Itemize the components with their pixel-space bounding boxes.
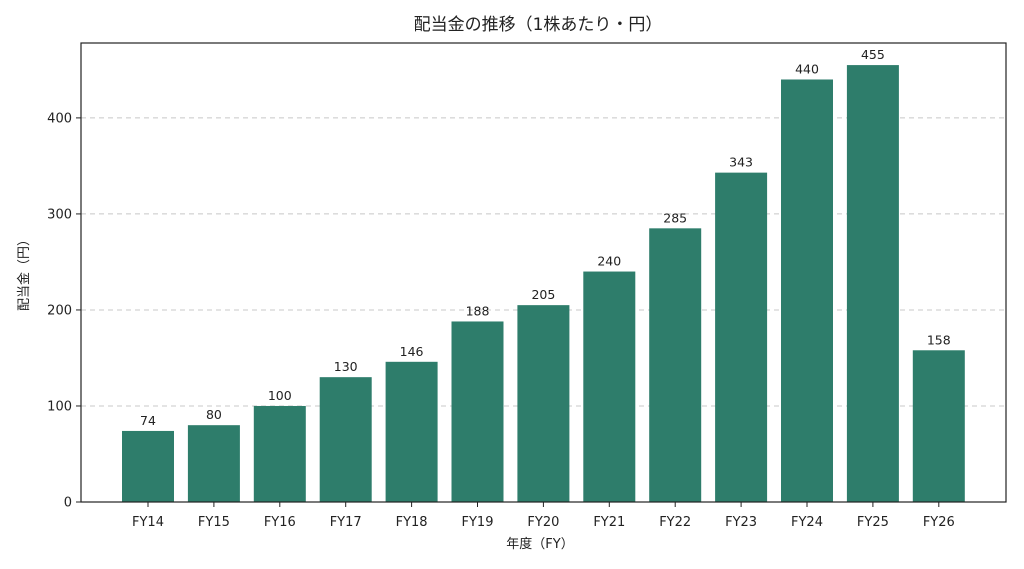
x-tick-label-fy24: FY24 — [791, 515, 823, 530]
data-label-fy18: 146 — [400, 344, 424, 359]
bar-fy23 — [715, 172, 768, 502]
plot-frame — [80, 42, 1007, 503]
bar-fy26 — [912, 350, 965, 502]
bar-fy24 — [781, 79, 833, 503]
bar-fy22 — [649, 228, 702, 503]
data-labels: 74 80 100 130 146 188 205 240 285 343 440 455 158 — [140, 47, 951, 428]
data-label-fy20: 205 — [531, 287, 555, 302]
bar-fy17 — [319, 377, 372, 502]
y-axis-label: 配当金（円） — [16, 233, 32, 311]
x-tick-label-fy21: FY21 — [593, 515, 625, 530]
x-tick-label-fy19: FY19 — [462, 515, 494, 530]
y-tick-label: 400 — [47, 111, 72, 126]
x-tick-label-fy16: FY16 — [264, 515, 296, 530]
data-label-fy14: 74 — [140, 413, 156, 428]
bar-fy25 — [846, 65, 899, 502]
data-label-fy26: 158 — [927, 332, 951, 347]
bar-fy15 — [187, 425, 240, 502]
data-label-fy22: 285 — [663, 210, 687, 225]
y-tick-label: 300 — [47, 207, 72, 222]
y-axis-ticks: 0 100 200 300 400 — [47, 111, 81, 511]
x-tick-label-fy18: FY18 — [396, 515, 428, 530]
bar-fy18 — [385, 361, 438, 502]
x-tick-label-fy15: FY15 — [198, 515, 230, 530]
data-label-fy25: 455 — [861, 47, 885, 62]
x-tick-label-fy22: FY22 — [659, 515, 691, 530]
bar-fy19 — [451, 321, 504, 502]
x-tick-label-fy20: FY20 — [527, 515, 559, 530]
x-tick-label-fy23: FY23 — [725, 515, 757, 530]
data-label-fy24: 440 — [795, 61, 819, 76]
bar-fy21 — [583, 271, 636, 502]
x-axis-label: 年度（FY） — [506, 536, 573, 552]
bar-fy14 — [122, 430, 174, 502]
data-label-fy21: 240 — [597, 254, 621, 269]
x-tick-label-fy26: FY26 — [923, 515, 955, 530]
x-tick-label-fy17: FY17 — [330, 515, 362, 530]
data-label-fy19: 188 — [466, 303, 490, 318]
bars — [122, 65, 965, 503]
data-label-fy15: 80 — [206, 407, 222, 422]
data-label-fy23: 343 — [729, 155, 753, 170]
x-axis-ticks: FY14 FY15 FY16 FY17 FY18 FY19 FY20 FY21 FY22 FY23… — [132, 502, 955, 530]
x-tick-label-fy25: FY25 — [857, 515, 889, 530]
y-tick-label: 200 — [47, 303, 72, 318]
chart-title: 配当金の推移（1株あたり・円） — [414, 15, 663, 35]
data-label-fy17: 130 — [334, 359, 358, 374]
y-tick-label: 0 — [64, 496, 72, 511]
bar-fy16 — [253, 405, 306, 502]
data-label-fy16: 100 — [268, 388, 292, 403]
x-tick-label-fy14: FY14 — [132, 515, 164, 530]
bar-fy20 — [517, 305, 570, 502]
y-tick-label: 100 — [47, 399, 72, 414]
